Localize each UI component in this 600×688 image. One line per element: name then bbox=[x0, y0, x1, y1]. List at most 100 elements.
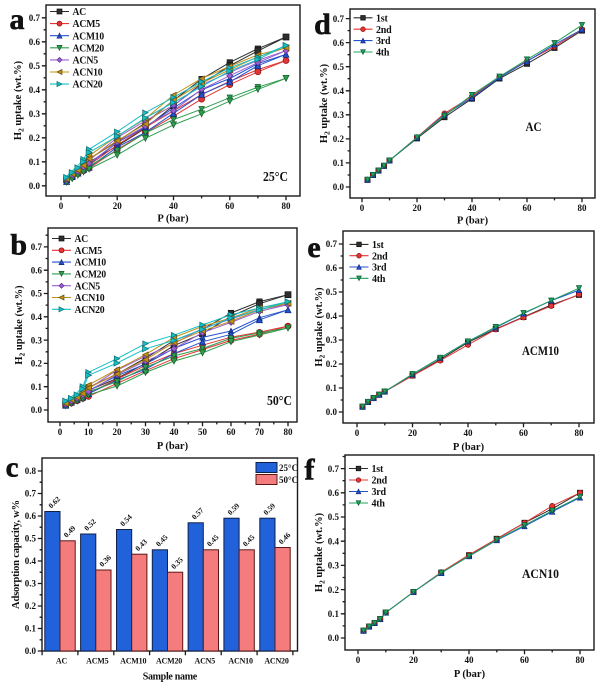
svg-text:4th: 4th bbox=[372, 499, 386, 510]
svg-text:0.2: 0.2 bbox=[31, 359, 43, 369]
svg-text:0.6: 0.6 bbox=[333, 38, 345, 48]
svg-text:AC: AC bbox=[75, 233, 89, 245]
svg-text:0.1: 0.1 bbox=[31, 382, 43, 392]
svg-text:H2 uptake (wt.%): H2 uptake (wt.%) bbox=[14, 285, 26, 365]
svg-text:0.2: 0.2 bbox=[29, 133, 41, 143]
svg-text:0.2: 0.2 bbox=[333, 134, 345, 144]
svg-text:ACM10: ACM10 bbox=[73, 30, 105, 42]
svg-text:50: 50 bbox=[198, 427, 208, 437]
svg-text:0.1: 0.1 bbox=[333, 158, 345, 168]
svg-text:40: 40 bbox=[465, 655, 475, 665]
svg-text:50°C: 50°C bbox=[267, 393, 292, 408]
svg-text:60: 60 bbox=[520, 655, 530, 665]
svg-text:ACN20: ACN20 bbox=[73, 79, 104, 91]
svg-text:ACN10: ACN10 bbox=[522, 566, 559, 581]
svg-text:ACN5: ACN5 bbox=[73, 55, 99, 67]
svg-text:0.2: 0.2 bbox=[25, 601, 37, 611]
svg-text:0.3: 0.3 bbox=[25, 579, 37, 589]
svg-text:ACM10: ACM10 bbox=[120, 657, 146, 666]
svg-text:80: 80 bbox=[578, 203, 588, 213]
svg-text:0.6: 0.6 bbox=[326, 263, 338, 273]
svg-text:0.2: 0.2 bbox=[326, 359, 338, 369]
svg-text:3rd: 3rd bbox=[376, 36, 391, 47]
svg-text:AC: AC bbox=[56, 657, 68, 666]
svg-text:H2 uptake (wt.%): H2 uptake (wt.%) bbox=[314, 287, 326, 367]
svg-text:0.0: 0.0 bbox=[326, 407, 338, 417]
svg-text:0.6: 0.6 bbox=[31, 265, 43, 275]
svg-text:0.4: 0.4 bbox=[328, 536, 340, 546]
svg-text:0.0: 0.0 bbox=[29, 181, 41, 191]
svg-text:25°C: 25°C bbox=[279, 463, 298, 473]
svg-text:80: 80 bbox=[282, 201, 292, 211]
svg-text:30: 30 bbox=[141, 427, 151, 437]
svg-text:0.4: 0.4 bbox=[29, 85, 41, 95]
svg-text:0.6: 0.6 bbox=[29, 37, 41, 47]
svg-text:80: 80 bbox=[575, 428, 585, 438]
svg-text:60: 60 bbox=[227, 427, 237, 437]
svg-text:0.3: 0.3 bbox=[326, 335, 338, 345]
svg-text:H2 uptake (wt.%): H2 uptake (wt.%) bbox=[319, 63, 331, 143]
svg-text:0: 0 bbox=[360, 203, 365, 213]
svg-text:2nd: 2nd bbox=[376, 25, 392, 36]
svg-text:P (bar): P (bar) bbox=[157, 441, 189, 452]
svg-text:0.2: 0.2 bbox=[328, 585, 340, 595]
svg-text:0: 0 bbox=[58, 427, 63, 437]
svg-text:0.4: 0.4 bbox=[326, 311, 338, 321]
svg-text:0.6: 0.6 bbox=[328, 488, 340, 498]
svg-text:0.0: 0.0 bbox=[328, 633, 340, 643]
svg-text:40: 40 bbox=[464, 428, 474, 438]
svg-text:0.5: 0.5 bbox=[31, 289, 43, 299]
svg-text:0.7: 0.7 bbox=[29, 13, 41, 23]
svg-text:b: b bbox=[10, 229, 27, 262]
svg-text:3rd: 3rd bbox=[372, 487, 387, 498]
svg-text:0: 0 bbox=[59, 201, 64, 211]
svg-text:0.5: 0.5 bbox=[29, 61, 41, 71]
svg-text:0.7: 0.7 bbox=[328, 464, 340, 474]
svg-text:50°C: 50°C bbox=[279, 475, 298, 485]
svg-text:H2 uptake (wt.%): H2 uptake (wt.%) bbox=[314, 512, 326, 592]
svg-text:0.5: 0.5 bbox=[326, 287, 338, 297]
svg-text:25°C: 25°C bbox=[263, 169, 288, 184]
svg-text:0.4: 0.4 bbox=[31, 312, 43, 322]
svg-text:0.3: 0.3 bbox=[333, 110, 345, 120]
svg-text:0.5: 0.5 bbox=[25, 534, 37, 544]
svg-text:0.7: 0.7 bbox=[333, 14, 345, 24]
svg-text:0.3: 0.3 bbox=[328, 561, 340, 571]
svg-text:0.5: 0.5 bbox=[333, 62, 345, 72]
svg-text:0.6: 0.6 bbox=[25, 511, 37, 521]
svg-text:0.7: 0.7 bbox=[25, 489, 37, 499]
svg-text:1st: 1st bbox=[376, 13, 388, 24]
svg-text:ACN10: ACN10 bbox=[228, 657, 253, 666]
svg-text:3rd: 3rd bbox=[372, 263, 387, 274]
svg-text:P (bar): P (bar) bbox=[157, 214, 189, 225]
svg-text:ACN5: ACN5 bbox=[75, 280, 101, 292]
svg-text:60: 60 bbox=[225, 201, 235, 211]
svg-text:0.3: 0.3 bbox=[29, 109, 41, 119]
svg-text:ACN10: ACN10 bbox=[75, 292, 106, 304]
svg-text:4th: 4th bbox=[376, 48, 390, 59]
svg-text:0.0: 0.0 bbox=[31, 405, 43, 415]
svg-text:0.7: 0.7 bbox=[31, 242, 43, 252]
svg-text:Adsorption capacity, w%: Adsorption capacity, w% bbox=[11, 500, 22, 609]
svg-text:0: 0 bbox=[355, 428, 360, 438]
svg-text:ACN5: ACN5 bbox=[195, 657, 216, 666]
svg-text:80: 80 bbox=[576, 655, 586, 665]
svg-text:ACM5: ACM5 bbox=[86, 657, 109, 666]
svg-text:20: 20 bbox=[413, 203, 423, 213]
svg-text:0.0: 0.0 bbox=[333, 182, 345, 192]
svg-text:0.3: 0.3 bbox=[31, 335, 43, 345]
svg-text:10: 10 bbox=[84, 427, 94, 437]
svg-text:ACM5: ACM5 bbox=[73, 18, 101, 30]
svg-text:2nd: 2nd bbox=[372, 251, 388, 262]
svg-text:H2 uptake (wt.%): H2 uptake (wt.%) bbox=[13, 60, 25, 140]
svg-text:60: 60 bbox=[523, 203, 533, 213]
svg-text:e: e bbox=[307, 231, 320, 264]
svg-text:0.1: 0.1 bbox=[25, 624, 37, 634]
svg-text:ACM20: ACM20 bbox=[156, 657, 182, 666]
svg-text:0.0: 0.0 bbox=[25, 646, 37, 656]
svg-text:20: 20 bbox=[113, 201, 123, 211]
svg-text:0: 0 bbox=[356, 655, 361, 665]
svg-text:ACN20: ACN20 bbox=[75, 304, 106, 316]
svg-text:a: a bbox=[10, 3, 25, 36]
svg-text:20: 20 bbox=[408, 428, 418, 438]
